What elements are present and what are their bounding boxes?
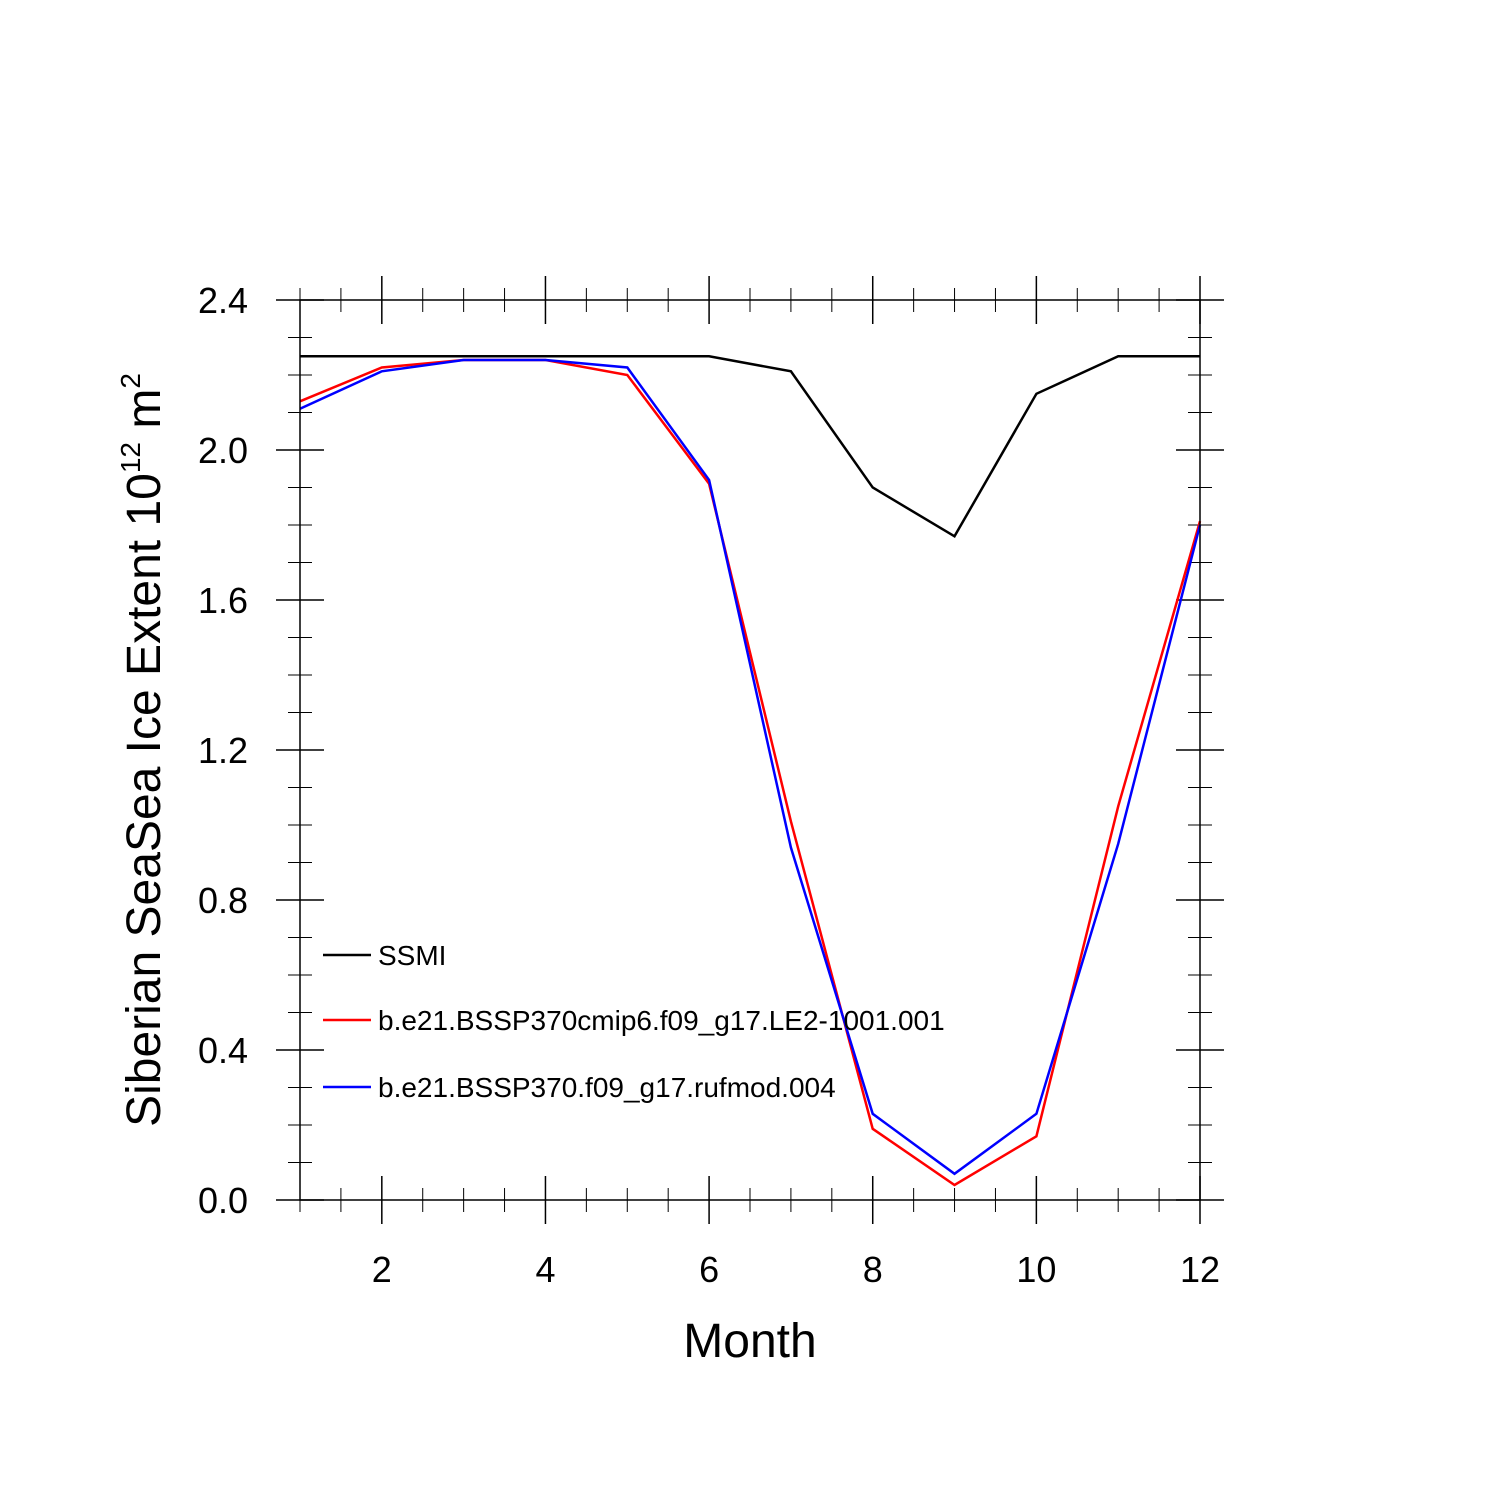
y-axis-title-exp1: 12 <box>115 442 146 473</box>
y-axis-title-mid: m <box>118 389 171 442</box>
y-axis-title: Siberian SeaSea Ice Extent 1012 m2 <box>115 373 171 1127</box>
x-tick-label: 12 <box>1180 1249 1220 1290</box>
series-line-1 <box>300 355 1200 539</box>
legend-label-3: b.e21.BSSP370.f09_g17.rufmod.004 <box>378 1072 836 1103</box>
x-tick-label: 2 <box>372 1249 392 1290</box>
y-tick-label: 1.2 <box>198 730 248 771</box>
x-tick-label: 6 <box>699 1249 719 1290</box>
y-tick-labels: 0.0 0.4 0.8 1.2 1.6 2.0 2.4 <box>198 280 248 1221</box>
x-tick-label: 8 <box>863 1249 883 1290</box>
legend: SSMI b.e21.BSSP370cmip6.f09_g17.LE2-1001.… <box>323 940 945 1103</box>
x-tick-label: 10 <box>1016 1249 1056 1290</box>
y-tick-label: 1.6 <box>198 580 248 621</box>
x-tick-label: 4 <box>535 1249 555 1290</box>
x-tick-labels: 2 4 6 8 10 12 <box>372 1249 1220 1290</box>
series-line-2 <box>299 358 1202 1187</box>
legend-label-1: SSMI <box>378 940 446 971</box>
y-axis-title-prefix: Siberian SeaSea Ice Extent 10 <box>118 473 171 1127</box>
x-axis-title: Month <box>683 1315 816 1368</box>
y-tick-label: 2.0 <box>198 430 248 471</box>
series-line-3 <box>299 358 1202 1176</box>
y-tick-label: 0.4 <box>198 1030 248 1071</box>
legend-label-2: b.e21.BSSP370cmip6.f09_g17.LE2-1001.001 <box>378 1005 945 1036</box>
y-axis-title-exp2: 2 <box>115 373 146 389</box>
y-tick-label: 0.8 <box>198 880 248 921</box>
y-tick-label: 2.4 <box>198 280 248 321</box>
y-tick-label: 0.0 <box>198 1180 248 1221</box>
series-lines <box>299 355 1202 1187</box>
plot-frame <box>299 299 1201 1201</box>
